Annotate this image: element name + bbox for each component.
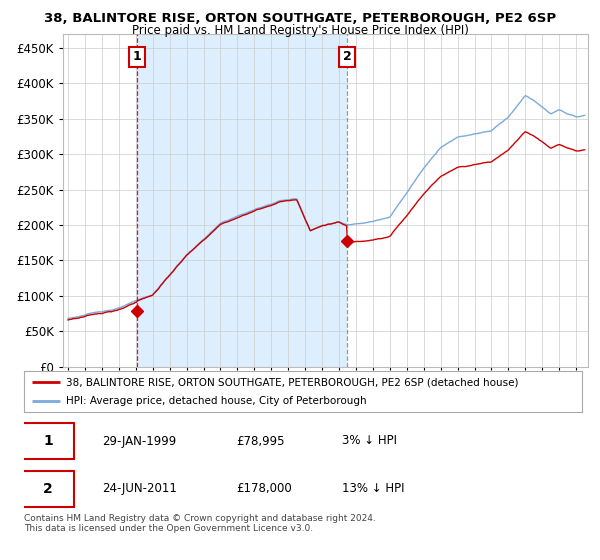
Text: 2: 2: [343, 50, 352, 63]
Text: 2: 2: [43, 482, 53, 496]
Text: 1: 1: [43, 434, 53, 448]
Text: Contains HM Land Registry data © Crown copyright and database right 2024.
This d: Contains HM Land Registry data © Crown c…: [24, 514, 376, 534]
Text: 13% ↓ HPI: 13% ↓ HPI: [342, 482, 404, 495]
Text: 38, BALINTORE RISE, ORTON SOUTHGATE, PETERBOROUGH, PE2 6SP: 38, BALINTORE RISE, ORTON SOUTHGATE, PET…: [44, 12, 556, 25]
Text: HPI: Average price, detached house, City of Peterborough: HPI: Average price, detached house, City…: [66, 396, 367, 405]
Text: 24-JUN-2011: 24-JUN-2011: [102, 482, 177, 495]
Text: Price paid vs. HM Land Registry's House Price Index (HPI): Price paid vs. HM Land Registry's House …: [131, 24, 469, 37]
Text: 38, BALINTORE RISE, ORTON SOUTHGATE, PETERBOROUGH, PE2 6SP (detached house): 38, BALINTORE RISE, ORTON SOUTHGATE, PET…: [66, 377, 518, 387]
Text: 29-JAN-1999: 29-JAN-1999: [102, 435, 176, 447]
FancyBboxPatch shape: [21, 423, 74, 459]
Text: 3% ↓ HPI: 3% ↓ HPI: [342, 435, 397, 447]
Bar: [137, 34, 347, 367]
Text: 1: 1: [133, 50, 142, 63]
Text: £78,995: £78,995: [236, 435, 284, 447]
FancyBboxPatch shape: [21, 470, 74, 507]
Text: £178,000: £178,000: [236, 482, 292, 495]
